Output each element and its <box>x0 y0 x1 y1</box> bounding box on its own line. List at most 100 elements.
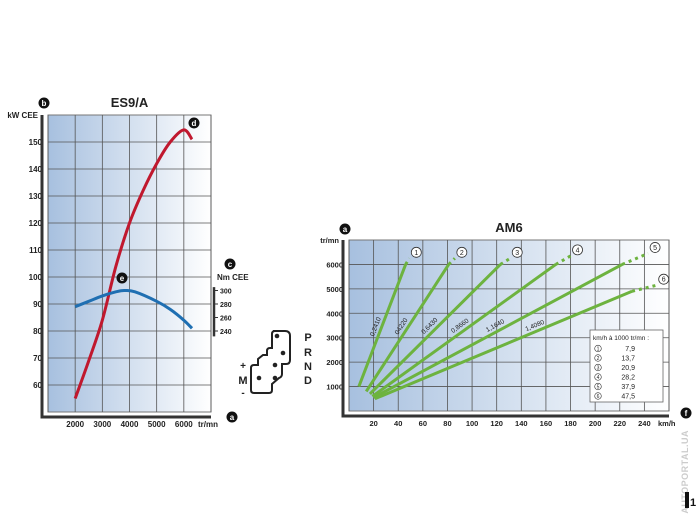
shifter-dot-d <box>272 375 278 381</box>
torque-axis-label: Nm CEE <box>217 273 249 282</box>
y-tick-label: 4000 <box>326 309 343 318</box>
legend-gear-number: 6 <box>597 394 600 400</box>
gear-marker-circle <box>658 273 670 285</box>
gear-marker-label: 6 <box>662 277 666 284</box>
torque-tick-label: 280 <box>220 302 232 309</box>
x-tick-label: 120 <box>490 419 503 428</box>
legend-gear-circle <box>594 382 602 391</box>
gear-marker-label: 3 <box>515 250 519 257</box>
marker-d: d <box>192 119 197 128</box>
marker-a-circle <box>226 411 238 423</box>
y-tick-label: 130 <box>29 192 43 201</box>
legend-gear-circle <box>594 373 602 381</box>
legend-gear-circle <box>594 344 602 353</box>
marker-f-circle <box>680 407 692 419</box>
x-axis-label: tr/mn <box>198 420 218 429</box>
y-tick-label: 100 <box>29 273 43 282</box>
legend-gear-circle <box>594 392 602 400</box>
y-tick-label: 120 <box>29 219 43 228</box>
chart-title: ES9/A <box>111 95 149 110</box>
legend-gear-number: 2 <box>597 356 600 362</box>
gear-marker-label: 5 <box>653 245 657 252</box>
power-curve <box>73 128 194 400</box>
marker-c: c <box>228 260 233 269</box>
legend-gear-number: 4 <box>597 375 600 381</box>
y-tick-label: 3000 <box>326 334 343 343</box>
gear-marker-label: 1 <box>414 250 418 257</box>
shifter-minus: - <box>241 388 244 399</box>
gear-line-5 <box>372 263 623 399</box>
shifter-mode-m: M <box>238 375 247 387</box>
gear-marker-circle <box>511 246 523 258</box>
x-tick-label: 5000 <box>148 420 166 429</box>
legend-title: km/h à 1000 tr/mn : <box>593 335 649 342</box>
legend-speed-value: 13,7 <box>621 356 635 363</box>
legend-gear-number: 5 <box>597 385 600 391</box>
marker-a-right-circle <box>339 223 351 235</box>
x-tick-label: 40 <box>394 419 402 428</box>
y-tick-label: 110 <box>29 246 42 255</box>
shifter-position-d: D <box>304 375 312 387</box>
x-axis-label: km/h <box>658 419 676 428</box>
x-tick-label: 160 <box>540 419 553 428</box>
shifter-position-n: N <box>304 361 312 373</box>
page-number: 1 <box>690 497 697 509</box>
y-tick-label: 6000 <box>326 260 343 269</box>
legend-speed-value: 20,9 <box>621 365 635 372</box>
x-tick-label: 140 <box>515 419 528 428</box>
gear-marker-circle <box>572 244 583 256</box>
shifter-gate-icon <box>250 330 291 394</box>
torque-tick-label: 300 <box>220 289 232 296</box>
gear-speed-legend: km/h à 1000 tr/mn : 1 7,9 2 13,7 3 20,9 4 28,2 5 3… <box>589 329 664 403</box>
marker-b-circle <box>38 97 50 109</box>
legend-box <box>589 329 664 403</box>
legend-gear-number: 1 <box>597 347 600 353</box>
gear-marker-label: 4 <box>576 247 580 254</box>
x-tick-label: 60 <box>419 419 427 428</box>
marker-d-circle <box>188 117 200 129</box>
gear-marker-circle <box>410 246 422 258</box>
shifter-dot-r <box>280 350 286 356</box>
legend-speed-value: 28,2 <box>621 375 635 382</box>
y-tick-label: 60 <box>33 381 42 390</box>
legend-gear-number: 3 <box>597 366 600 372</box>
y-tick-label: 70 <box>33 354 42 363</box>
gear-line-4 <box>371 263 557 398</box>
gearbox-chart: 20 40 60 80 100 120 140 160 180 200 220 240 1000 2000… <box>320 220 692 428</box>
y-tick-label: 150 <box>29 138 43 147</box>
shifter-dot-m <box>256 375 262 381</box>
gear-line-dotted-3 <box>499 257 512 266</box>
torque-tick-label: 260 <box>220 316 232 323</box>
y-axis-label: tr/mn <box>320 236 339 245</box>
y-tick-label: 2000 <box>326 358 343 367</box>
chart-title: AM6 <box>495 220 522 235</box>
marker-e: e <box>120 274 125 283</box>
x-tick-label: 180 <box>564 419 577 428</box>
marker-a: a <box>230 413 235 422</box>
marker-f: f <box>685 409 688 418</box>
marker-c-circle <box>224 258 236 270</box>
gear-line-3 <box>368 263 502 395</box>
x-tick-label: 3000 <box>93 420 111 429</box>
x-tick-label: 6000 <box>175 420 193 429</box>
gear-marker-label: 2 <box>460 250 464 257</box>
gear-shifter-diagram: + M - P R N D <box>238 330 312 399</box>
x-tick-label: 80 <box>443 419 451 428</box>
y-axis-label: kW CEE <box>7 111 38 120</box>
gear-marker-circle <box>456 246 468 258</box>
x-tick-label: 4000 <box>121 420 139 429</box>
engine-chart: 2000 3000 4000 5000 6000 60 70 80 90 100 110 120 130… <box>7 95 249 429</box>
shifter-plus: + <box>240 361 246 372</box>
gear-line-6 <box>374 289 633 401</box>
gear-marker-circle <box>649 242 661 253</box>
gear-line-1 <box>357 263 408 388</box>
shifter-dot-n <box>272 362 278 368</box>
legend-speed-value: 47,5 <box>621 394 635 401</box>
marker-a-right: a <box>343 225 348 234</box>
gear-line-2 <box>364 263 450 393</box>
x-tick-label: 20 <box>369 419 377 428</box>
x-tick-label: 220 <box>614 419 627 428</box>
legend-speed-value: 37,9 <box>621 384 635 391</box>
y-tick-label: 1000 <box>326 383 343 392</box>
